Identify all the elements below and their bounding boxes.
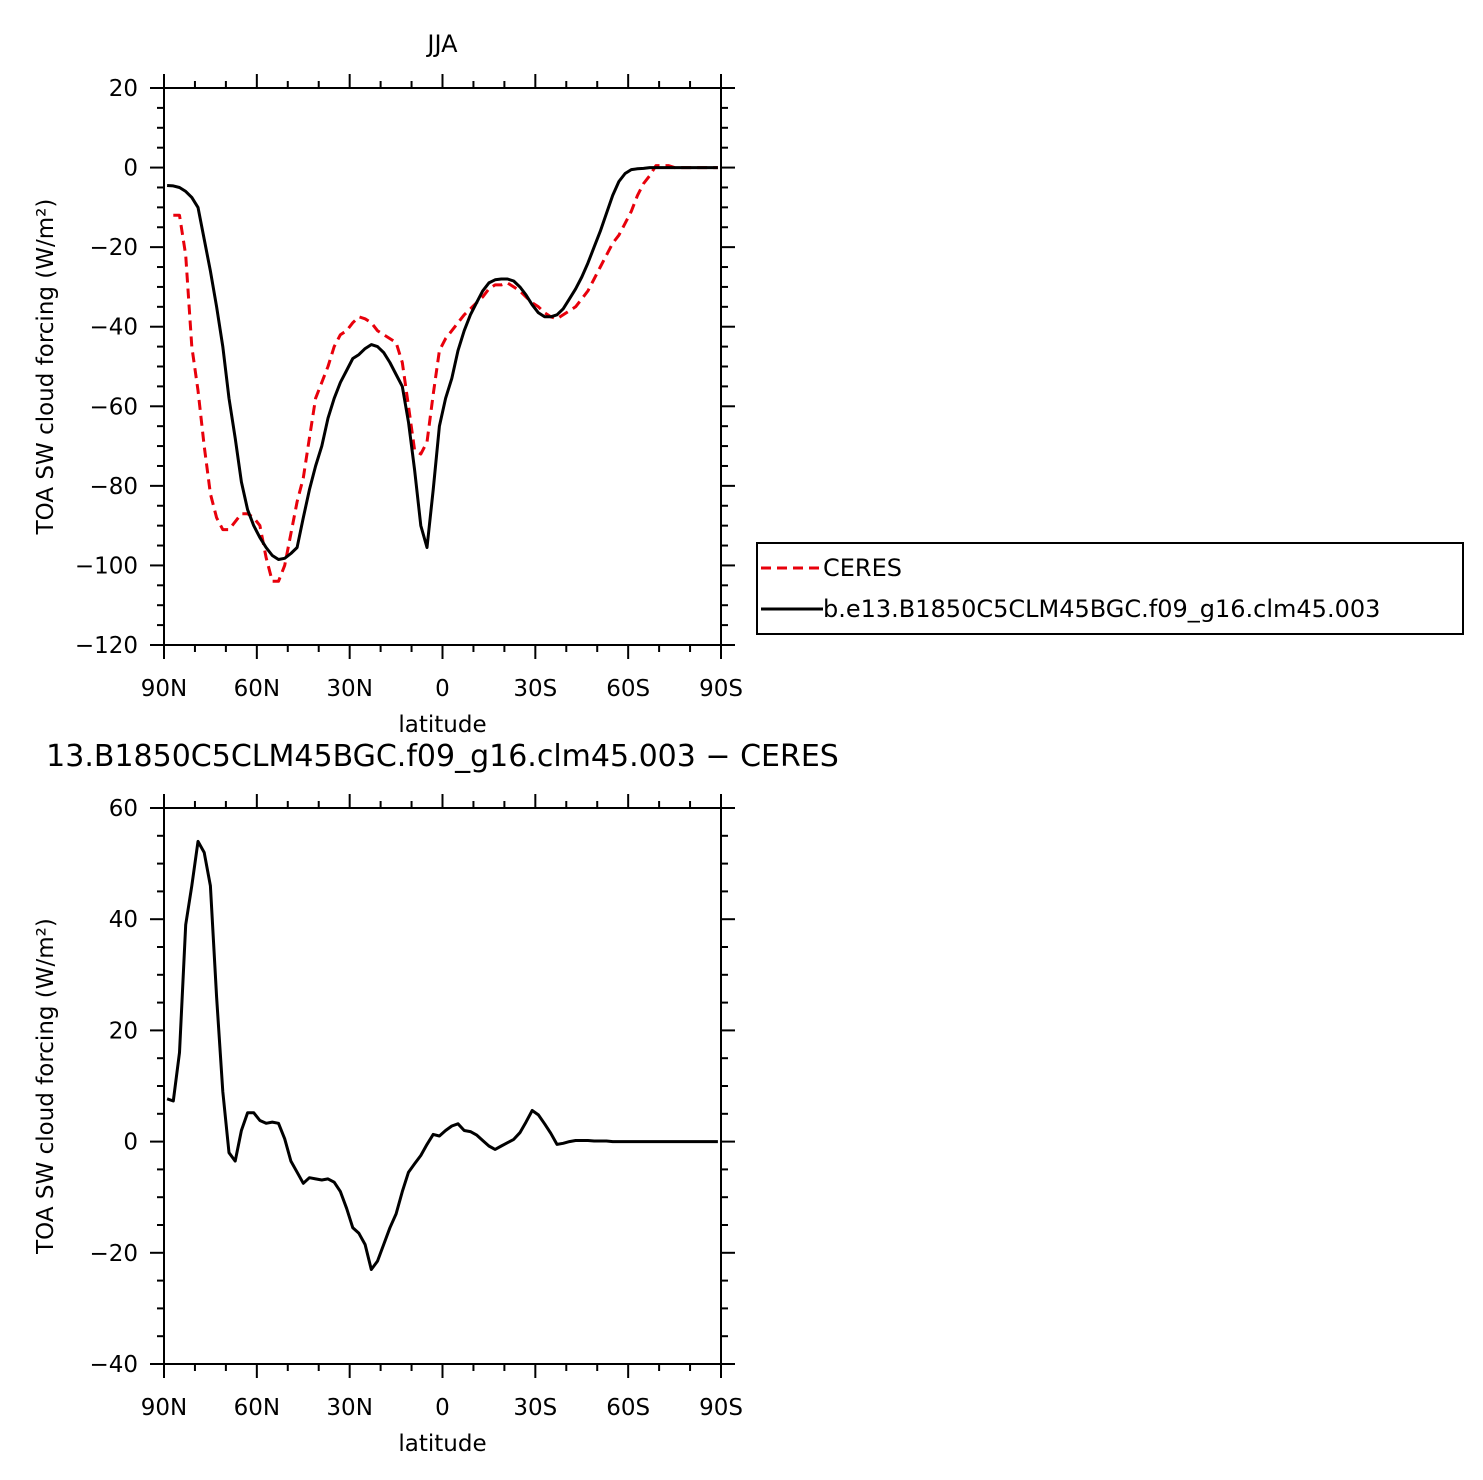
x-tick-label: 0 xyxy=(435,676,450,702)
series-line-b-e13-b1850c5clm45bgc-f09-g16-clm45-003 xyxy=(167,166,718,561)
y-tick-label: 40 xyxy=(109,907,138,933)
x-tick-label: 60N xyxy=(234,676,280,702)
x-tick-label: 30N xyxy=(326,676,372,702)
x-tick-label: 30S xyxy=(513,1395,557,1421)
y-tick-label: 0 xyxy=(123,1130,138,1156)
x-tick-label: 0 xyxy=(435,1395,450,1421)
legend-box xyxy=(756,542,1464,635)
y-tick-label: −100 xyxy=(75,553,138,579)
y-tick-label: −80 xyxy=(89,474,138,500)
y-tick-label: −20 xyxy=(89,1241,138,1267)
y-tick-label: 0 xyxy=(123,156,138,182)
bottom-panel-difference: 13.B1850C5CLM45BGC.f09_g16.clm45.003 − C… xyxy=(33,739,839,1457)
legend-label: b.e13.B1850C5CLM45BGC.f09_g16.clm45.003 xyxy=(823,595,1380,623)
chart-title: JJA xyxy=(425,30,458,58)
y-tick-label: −40 xyxy=(89,315,138,341)
y-tick-label: −120 xyxy=(75,633,138,659)
series-line-ceres xyxy=(173,164,718,583)
y-tick-label: −20 xyxy=(89,235,138,261)
y-tick-label: −40 xyxy=(89,1352,138,1378)
x-tick-label: 90N xyxy=(141,1395,187,1421)
chart-title: 13.B1850C5CLM45BGC.f09_g16.clm45.003 − C… xyxy=(46,739,839,774)
series-line-difference-0 xyxy=(166,839,718,1271)
x-tick-label: 90S xyxy=(699,1395,743,1421)
x-tick-label: 30S xyxy=(513,676,557,702)
legend: CERES b.e13.B1850C5CLM45BGC.f09_g16.clm45… xyxy=(756,542,1464,635)
x-tick-label: 60S xyxy=(606,676,650,702)
plot-frame xyxy=(163,807,722,1365)
x-tick-label: 90S xyxy=(699,676,743,702)
legend-label: CERES xyxy=(823,554,902,582)
x-axis-label: latitude xyxy=(398,712,486,738)
x-tick-label: 30N xyxy=(326,1395,372,1421)
x-axis-label: latitude xyxy=(398,1431,486,1457)
y-tick-label: −60 xyxy=(89,394,138,420)
y-tick-label: 20 xyxy=(109,76,138,102)
y-tick-label: 60 xyxy=(109,796,138,822)
y-axis-label: TOA SW cloud forcing (W/m²) xyxy=(33,918,59,1255)
x-tick-label: 90N xyxy=(141,676,187,702)
y-axis-label: TOA SW cloud forcing (W/m²) xyxy=(33,199,59,536)
plot-frame xyxy=(163,87,722,646)
x-tick-label: 60N xyxy=(234,1395,280,1421)
y-tick-label: 20 xyxy=(109,1018,138,1044)
x-tick-label: 60S xyxy=(606,1395,650,1421)
